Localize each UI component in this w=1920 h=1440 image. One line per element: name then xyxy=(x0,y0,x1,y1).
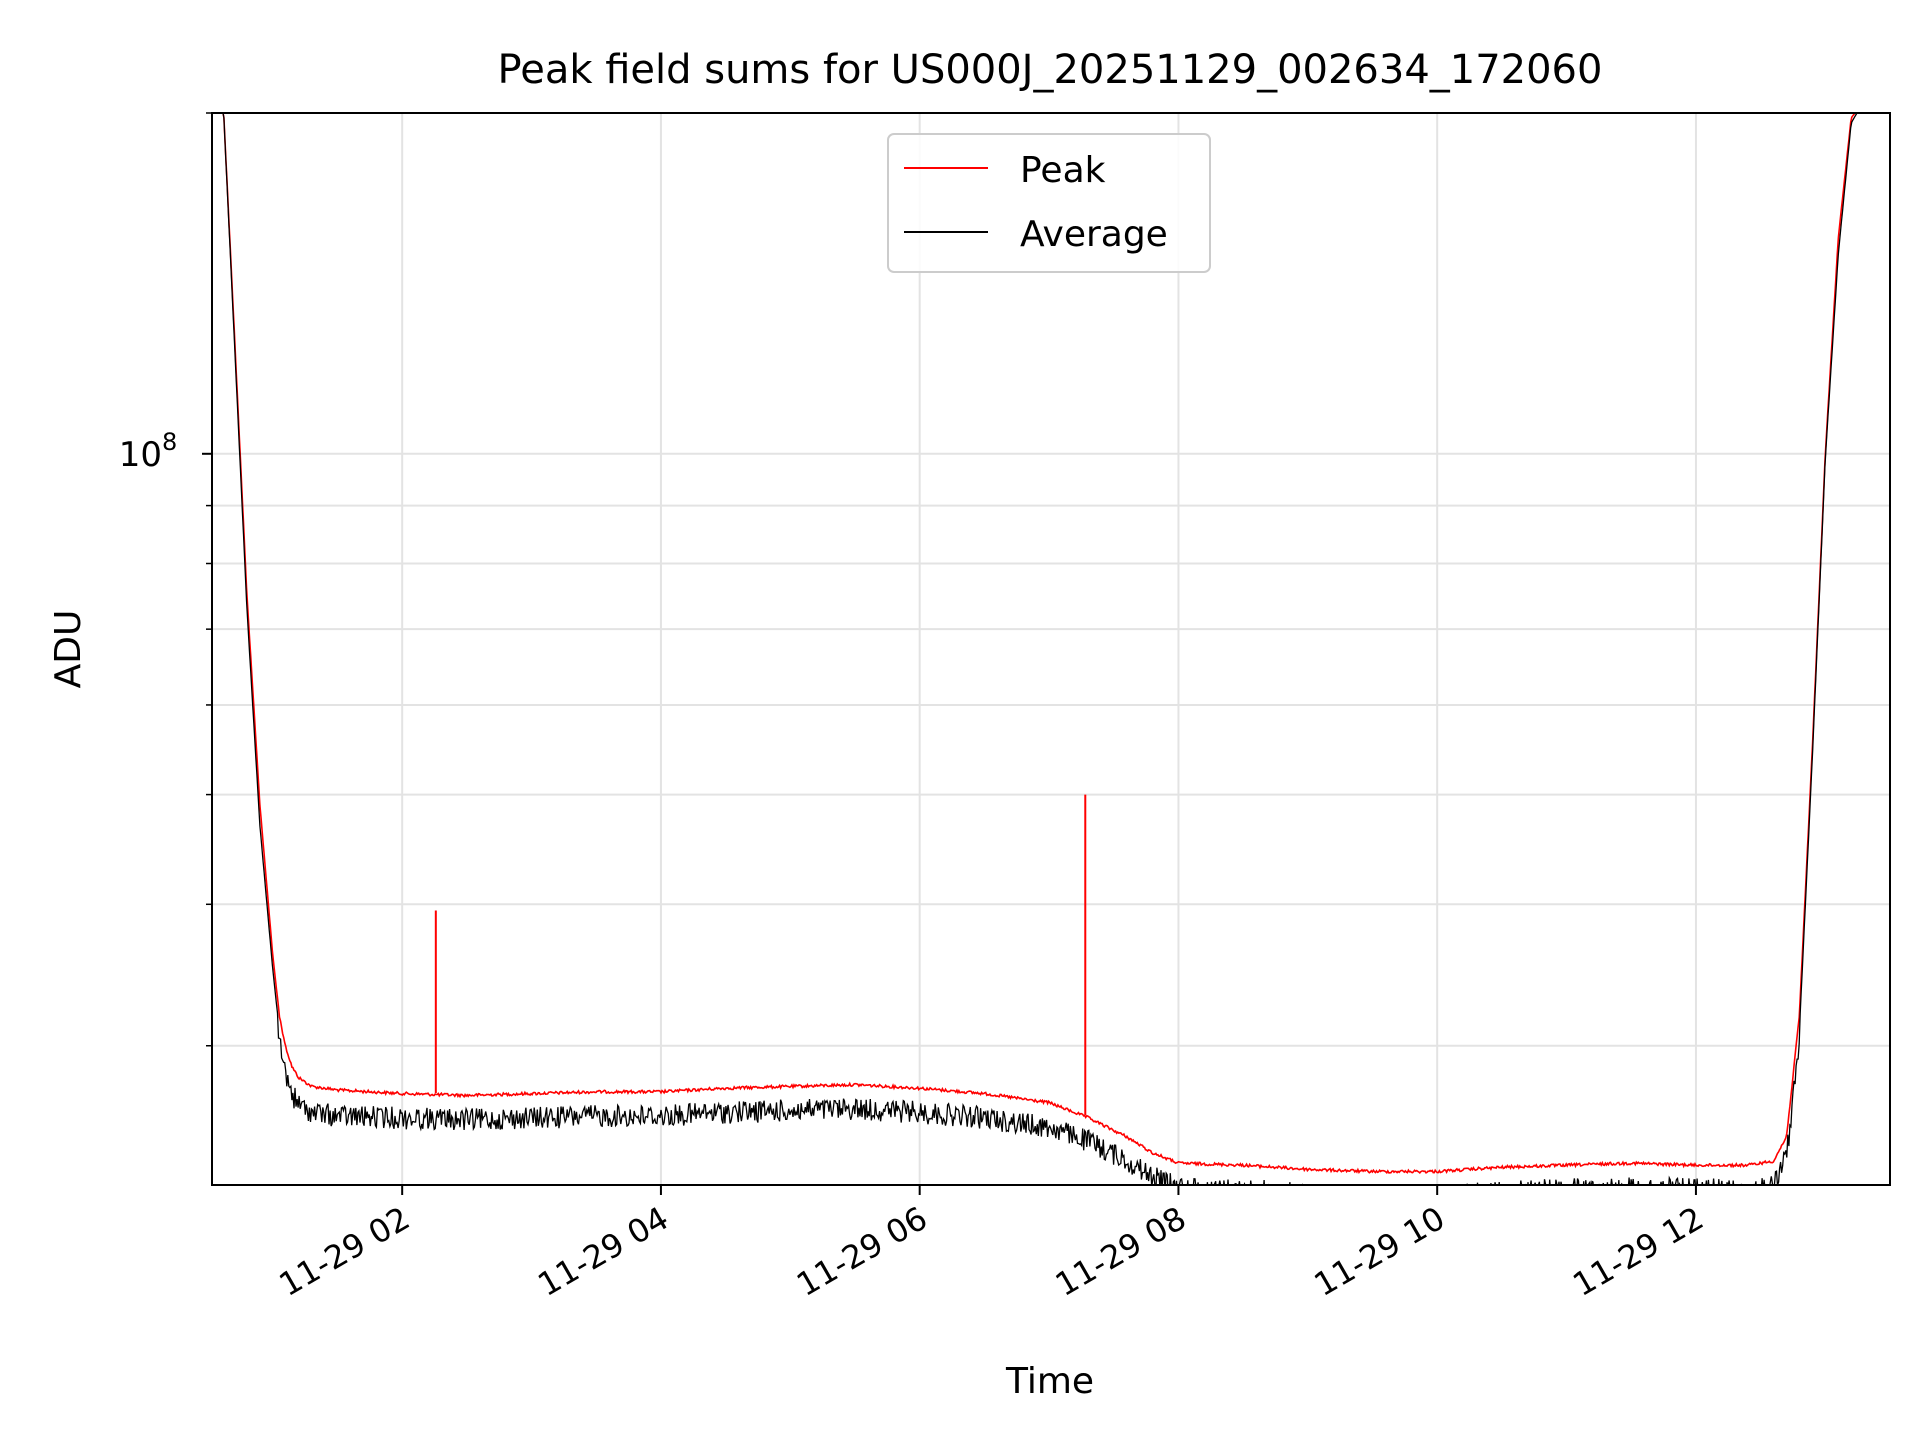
plot-area xyxy=(222,113,1858,1185)
legend-peak-label: Peak xyxy=(1020,150,1106,191)
y-tick-exponent: 8 xyxy=(162,428,177,456)
chart-title: Peak field sums for US000J_20251129_0026… xyxy=(498,47,1603,93)
legend: Peak Average xyxy=(887,133,1211,273)
legend-average-label: Average xyxy=(1020,214,1168,255)
y-axis-label: ADU xyxy=(48,610,89,689)
axes-frame xyxy=(211,112,1891,1186)
x-axis-label: Time xyxy=(1005,1361,1094,1402)
y-tick-base: 10 xyxy=(119,435,162,475)
y-axis: 108 xyxy=(119,112,212,1047)
series-line-peak xyxy=(222,113,1856,1175)
series-line-average xyxy=(222,113,1858,1185)
y-tick-label: 108 xyxy=(119,428,178,475)
